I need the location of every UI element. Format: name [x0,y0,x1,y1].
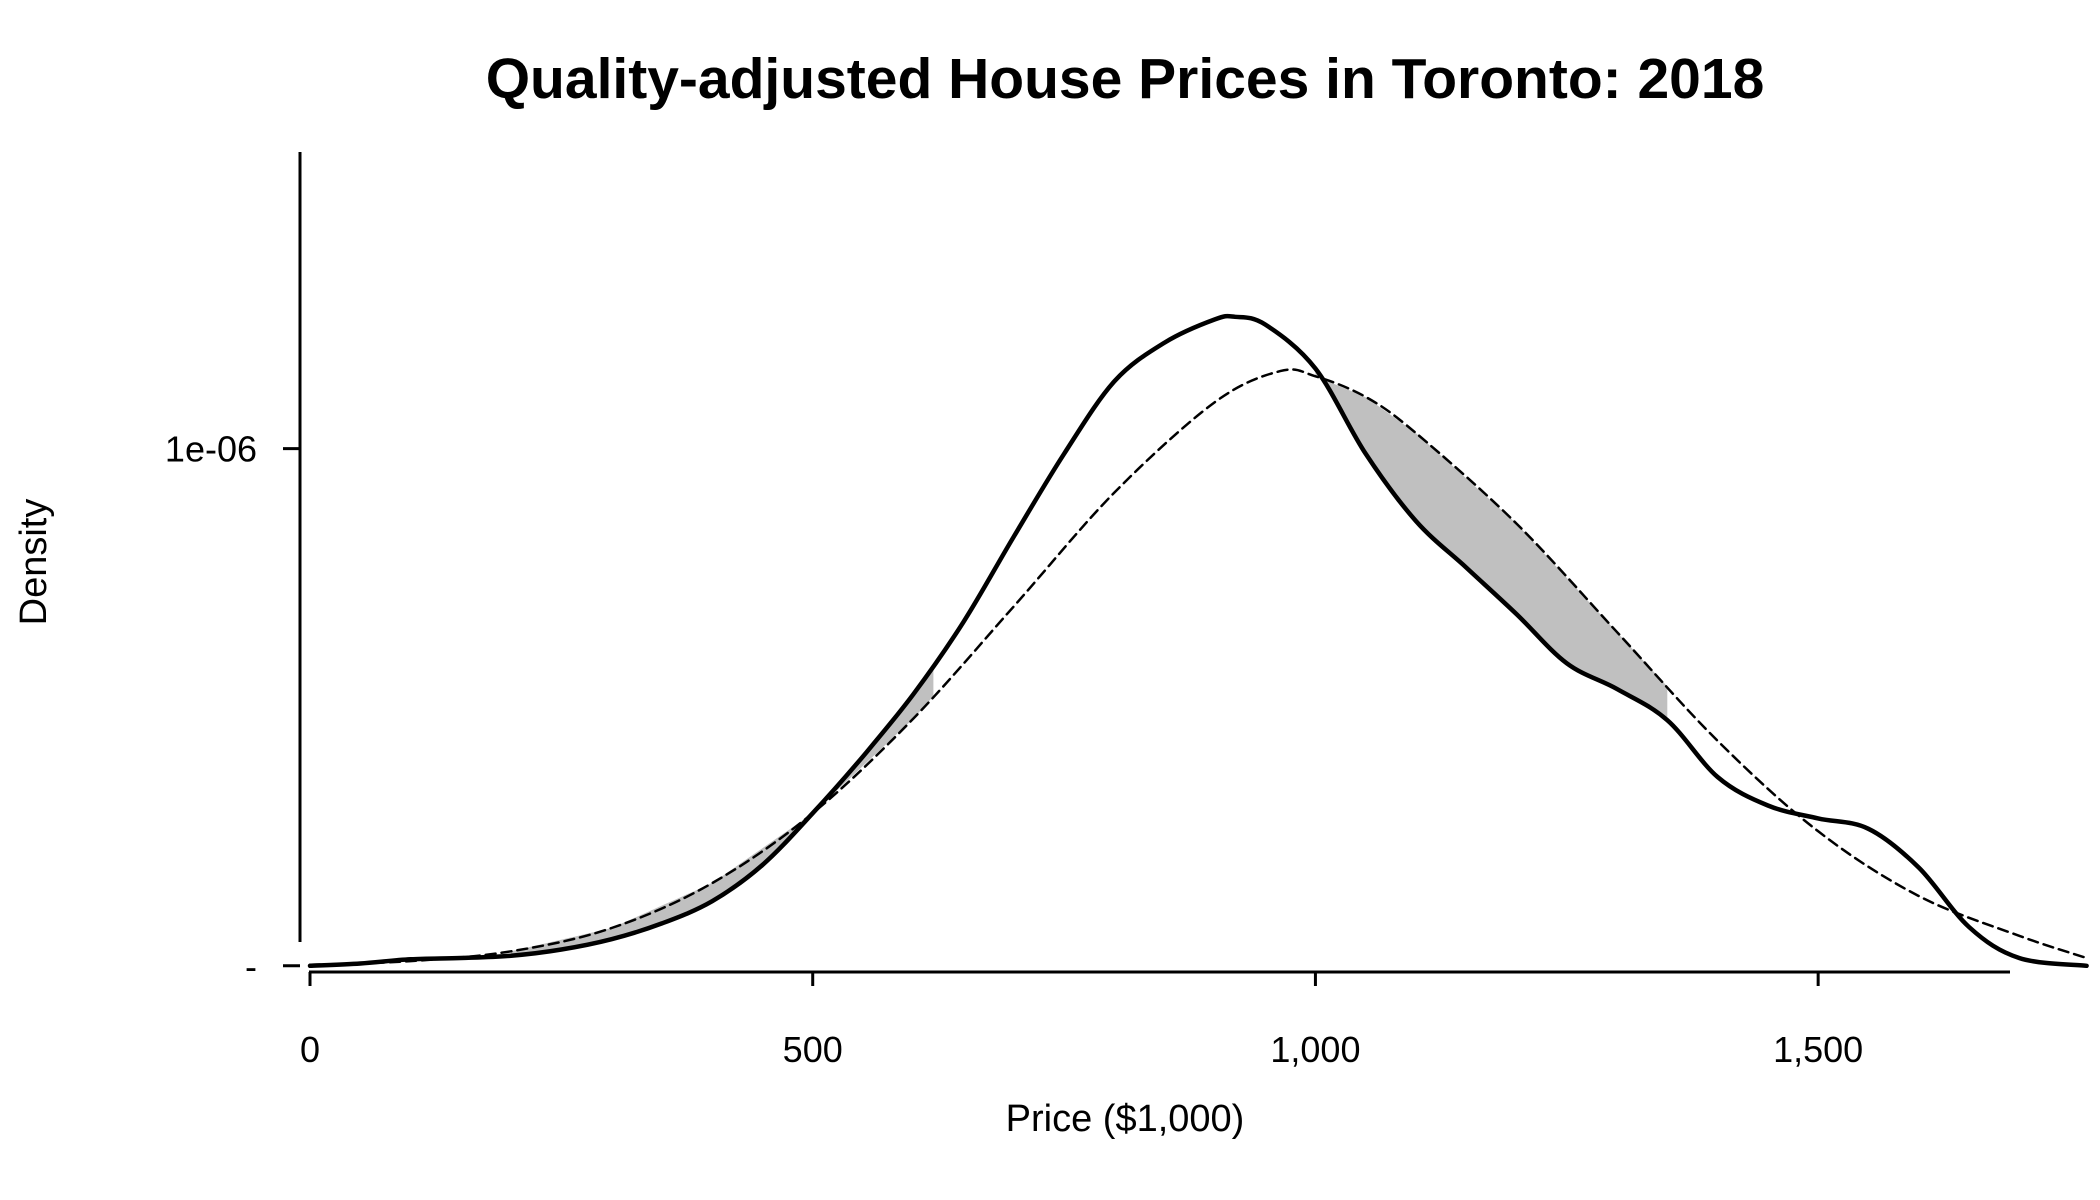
chart-title: Quality-adjusted House Prices in Toronto… [486,47,1765,111]
y-ticks: - 1e-06 [165,429,300,987]
solid-density-curve [307,313,2089,969]
curves [307,313,2089,969]
y-tick-label: 1e-06 [165,429,257,470]
x-tick-label: 1,500 [1773,1029,1863,1070]
y-tick-label: - [245,946,257,987]
shaded-region-2 [1315,368,1668,721]
x-tick-label: 0 [300,1029,320,1070]
dashed-density-curve [308,368,2088,967]
shaded-region-1 [511,665,934,956]
x-axis-label: Price ($1,000) [1006,1098,1245,1140]
shaded-regions [511,368,1668,956]
y-axis-label: Density [13,499,55,626]
x-ticks: 0 500 1,000 1,500 [300,972,1863,1070]
x-tick-label: 1,000 [1270,1029,1360,1070]
x-tick-label: 500 [783,1029,843,1070]
